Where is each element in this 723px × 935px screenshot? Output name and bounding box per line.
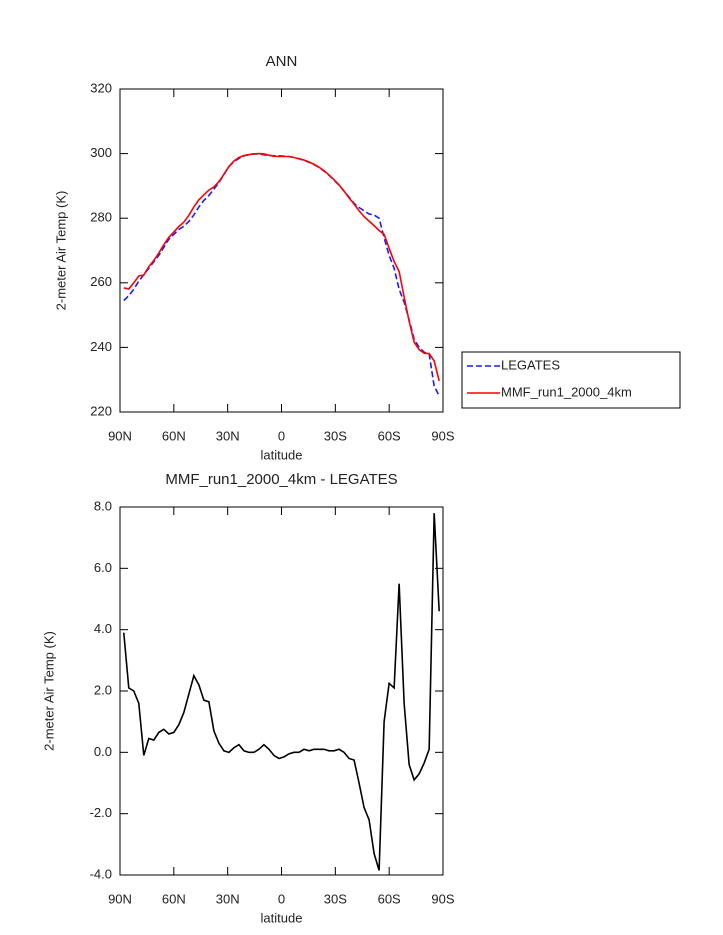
y-axis-label: 2-meter Air Temp (K) [53,191,68,311]
chart-title: ANN [266,53,298,70]
x-tick-label: 0 [278,428,285,443]
x-tick-label: 60N [162,428,186,443]
y-tick-label: 260 [90,274,112,289]
y-tick-label: 2.0 [94,682,112,697]
y-tick-label: -4.0 [90,866,112,881]
y-axis-label: 2-meter Air Temp (K) [41,631,56,751]
x-tick-label: 0 [278,891,285,906]
legend-box [461,351,681,409]
legend: LEGATES MMF_run1_2000_4km [461,351,681,409]
x-tick-label: 30N [216,428,240,443]
y-tick-label: 240 [90,339,112,354]
x-tick-label: 90N [108,891,132,906]
x-tick-label: 60S [378,891,401,906]
legend-label: LEGATES [501,357,560,372]
x-tick-label: 60S [378,428,401,443]
x-axis-label: latitude [261,447,303,462]
data-line [123,152,440,382]
y-tick-label: 220 [90,403,112,418]
y-tick-label: -2.0 [90,805,112,820]
x-tick-label: 90S [431,428,454,443]
x-tick-label: 30N [216,891,240,906]
x-tick-label: 30S [324,428,347,443]
plot-frame [119,88,444,413]
data-line [123,153,440,397]
chart-title: MMF_run1_2000_4km - LEGATES [165,471,397,488]
y-tick-label: 6.0 [94,560,112,575]
y-tick-label: 4.0 [94,621,112,636]
plot-frame [119,506,444,876]
x-axis-label: latitude [261,910,303,925]
y-tick-label: 280 [90,210,112,225]
data-line [122,513,440,871]
legend-label: MMF_run1_2000_4km [501,384,632,399]
x-tick-label: 90N [108,428,132,443]
y-tick-label: 8.0 [94,498,112,513]
y-tick-label: 0.0 [94,744,112,759]
x-tick-label: 90S [431,891,454,906]
x-tick-label: 60N [162,891,186,906]
x-tick-label: 30S [324,891,347,906]
y-tick-label: 300 [90,145,112,160]
y-tick-label: 320 [90,80,112,95]
